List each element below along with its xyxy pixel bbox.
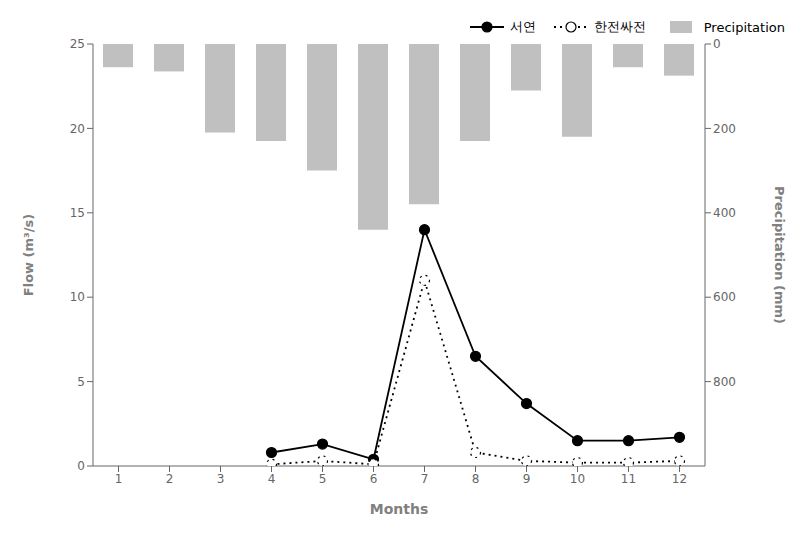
svg-text:0: 0: [713, 37, 721, 51]
html-text:한전싸전: 한전싸전: [593, 19, 646, 34]
svg-text:400: 400: [713, 206, 736, 220]
svg-text:Flow (m³/s): Flow (m³/s): [21, 214, 36, 296]
svg-text:1: 1: [115, 472, 123, 486]
svg-text:20: 20: [70, 122, 85, 136]
svg-text:5: 5: [77, 375, 85, 389]
svg-text:Months: Months: [370, 501, 429, 517]
svg-text:10: 10: [570, 472, 585, 486]
svg-text:4: 4: [268, 472, 276, 486]
svg-text:800: 800: [713, 375, 736, 389]
svg-text:15: 15: [70, 206, 85, 220]
svg-text:11: 11: [621, 472, 636, 486]
svg-text:8: 8: [472, 472, 480, 486]
svg-text:6: 6: [370, 472, 378, 486]
svg-text:7: 7: [421, 472, 429, 486]
html-text:서연: 서연: [509, 19, 536, 34]
html-text:Precipitation: Precipitation: [703, 19, 785, 35]
svg-text:5: 5: [319, 472, 327, 486]
svg-text:Precipitation (mm): Precipitation (mm): [772, 186, 787, 324]
svg-text:2: 2: [166, 472, 174, 486]
svg-text:12: 12: [672, 472, 687, 486]
svg-text:10: 10: [70, 290, 85, 304]
svg-text:9: 9: [523, 472, 531, 486]
svg-text:3: 3: [217, 472, 225, 486]
svg-text:600: 600: [713, 290, 736, 304]
svg-text:0: 0: [77, 459, 85, 473]
svg-text:25: 25: [70, 37, 85, 51]
svg-text:200: 200: [713, 122, 736, 136]
